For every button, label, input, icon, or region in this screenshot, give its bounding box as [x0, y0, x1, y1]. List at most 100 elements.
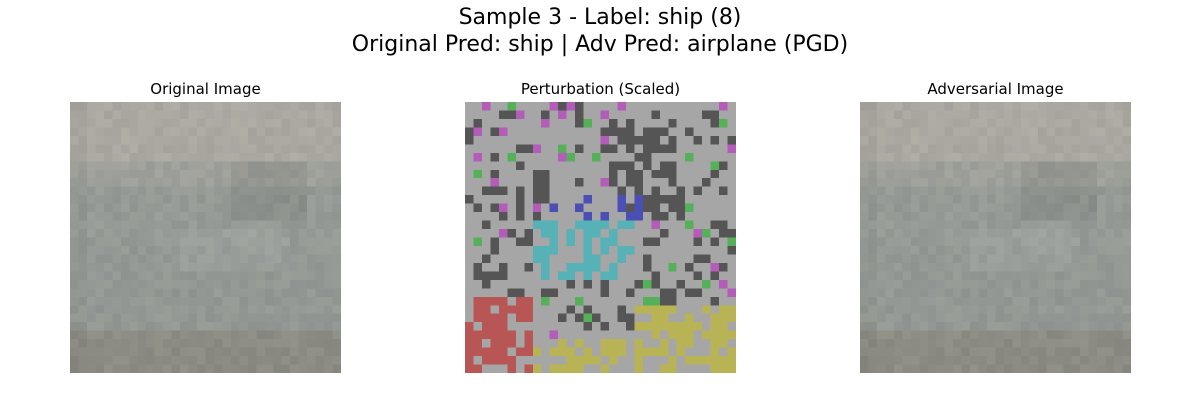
image-pixel — [213, 313, 223, 323]
image-pixel — [1088, 288, 1098, 297]
image-pixel — [205, 152, 214, 162]
image-pixel — [702, 203, 711, 213]
image-pixel — [222, 305, 231, 314]
image-pixel — [1003, 313, 1013, 323]
image-pixel — [936, 254, 945, 263]
image-pixel — [1105, 254, 1115, 263]
image-pixel — [549, 212, 559, 221]
image-pixel — [247, 102, 257, 111]
image-pixel — [634, 161, 643, 170]
image-pixel — [651, 296, 660, 306]
image-pixel — [507, 245, 516, 255]
image-pixel — [860, 127, 869, 136]
image-pixel — [332, 135, 341, 145]
image-pixel — [719, 229, 728, 238]
image-pixel — [532, 356, 542, 365]
image-pixel — [205, 118, 214, 128]
image-pixel — [70, 262, 79, 272]
image-pixel — [676, 288, 686, 297]
image-pixel — [642, 245, 652, 255]
image-pixel — [154, 127, 164, 136]
image-pixel — [876, 313, 886, 323]
image-pixel — [1105, 186, 1115, 196]
image-pixel — [987, 144, 996, 153]
image-pixel — [197, 212, 206, 221]
image-pixel — [600, 245, 609, 255]
image-pixel — [860, 229, 869, 238]
image-pixel — [103, 305, 113, 314]
image-pixel — [970, 322, 979, 331]
image-pixel — [163, 254, 172, 263]
image-pixel — [702, 135, 711, 145]
image-pixel — [885, 110, 894, 119]
image-pixel — [541, 186, 550, 196]
image-pixel — [617, 364, 626, 373]
image-pixel — [524, 322, 533, 331]
image-pixel — [608, 279, 618, 289]
image-pixel — [978, 271, 988, 280]
image-pixel — [315, 110, 325, 119]
image-pixel — [188, 169, 198, 179]
image-pixel — [651, 254, 660, 263]
image-pixel — [651, 237, 660, 246]
image-pixel — [608, 169, 618, 179]
image-pixel — [995, 254, 1004, 263]
image-pixel — [188, 279, 198, 289]
image-pixel — [1037, 110, 1047, 119]
image-pixel — [927, 178, 937, 187]
image-pixel — [1105, 220, 1115, 230]
image-pixel — [600, 279, 609, 289]
image-pixel — [575, 279, 584, 289]
image-pixel — [600, 296, 609, 306]
image-pixel — [902, 152, 911, 162]
image-pixel — [910, 161, 920, 170]
image-pixel — [936, 271, 945, 280]
image-pixel — [668, 127, 677, 136]
image-pixel — [876, 152, 886, 162]
image-pixel — [710, 313, 720, 323]
image-pixel — [944, 262, 954, 272]
image-pixel — [146, 322, 155, 331]
image-pixel — [566, 262, 576, 272]
image-pixel — [324, 313, 333, 323]
image-pixel — [566, 118, 576, 128]
original-image — [70, 102, 341, 373]
image-pixel — [1020, 364, 1030, 373]
image-pixel — [239, 305, 248, 314]
image-pixel — [953, 288, 962, 297]
image-pixel — [473, 229, 482, 238]
image-pixel — [541, 279, 550, 289]
image-pixel — [549, 144, 559, 153]
image-pixel — [902, 313, 911, 323]
image-pixel — [978, 262, 988, 272]
image-pixel — [273, 237, 282, 246]
image-pixel — [197, 245, 206, 255]
image-pixel — [507, 271, 516, 280]
image-pixel — [273, 212, 282, 221]
image-pixel — [171, 169, 181, 179]
image-pixel — [1071, 118, 1081, 128]
image-pixel — [290, 102, 299, 111]
image-pixel — [78, 102, 87, 111]
image-pixel — [473, 288, 482, 297]
image-pixel — [961, 305, 971, 314]
image-pixel — [642, 313, 652, 323]
image-pixel — [893, 110, 903, 119]
image-pixel — [676, 245, 686, 255]
image-pixel — [1088, 305, 1098, 314]
image-pixel — [868, 102, 877, 111]
image-pixel — [583, 212, 593, 221]
image-pixel — [910, 127, 920, 136]
image-pixel — [1114, 339, 1123, 348]
image-pixel — [247, 152, 257, 162]
image-pixel — [1122, 279, 1131, 289]
image-pixel — [676, 305, 686, 314]
image-pixel — [298, 212, 308, 221]
image-pixel — [205, 195, 214, 204]
image-pixel — [103, 296, 113, 306]
image-pixel — [188, 245, 198, 255]
image-pixel — [213, 254, 223, 263]
image-pixel — [171, 220, 181, 230]
image-pixel — [213, 161, 223, 170]
image-pixel — [163, 339, 172, 348]
